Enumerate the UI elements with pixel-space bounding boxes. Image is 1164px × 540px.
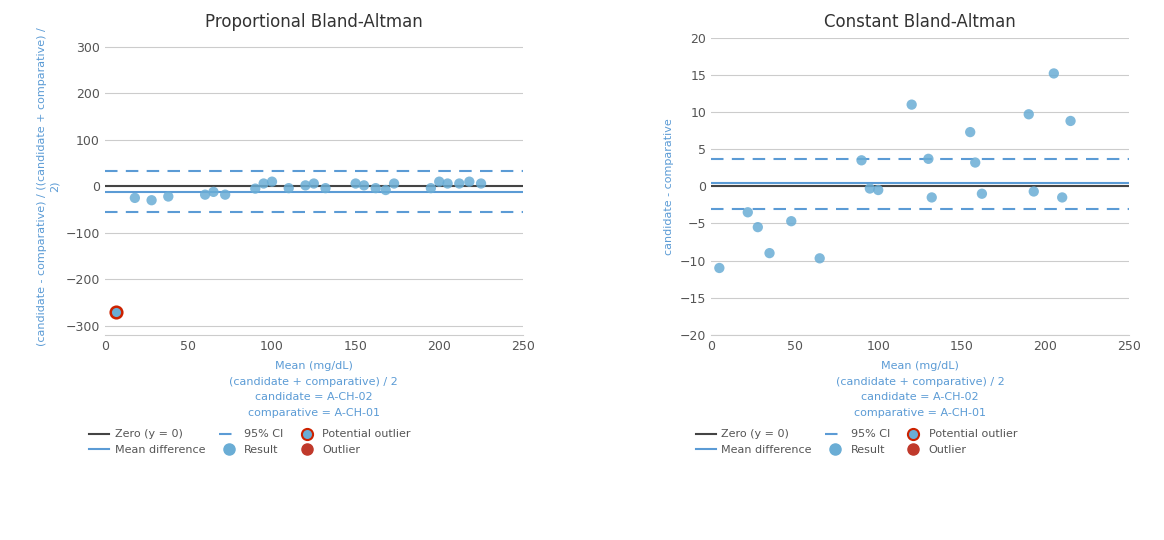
Point [1044, 69, 1063, 78]
Point [421, 184, 440, 192]
Point [450, 179, 469, 188]
Point [966, 158, 985, 167]
Point [1053, 193, 1072, 202]
Y-axis label: candidate - comparative: candidate - comparative [665, 118, 674, 255]
Point [1024, 187, 1043, 196]
Point [385, 179, 404, 188]
Point [810, 254, 829, 262]
Point [355, 181, 374, 190]
Title: Proportional Bland-Altman: Proportional Bland-Altman [205, 12, 423, 31]
Point [738, 208, 757, 217]
Point [920, 154, 938, 163]
Point [710, 264, 729, 272]
Point [126, 193, 144, 202]
Point [760, 249, 779, 258]
Legend: Zero (y = 0), Mean difference, 95% CI, Result, Potential outlier, Outlier: Zero (y = 0), Mean difference, 95% CI, R… [696, 429, 1017, 455]
Point [347, 179, 365, 188]
Point [961, 128, 980, 137]
Point [430, 177, 448, 186]
Point [305, 179, 324, 188]
X-axis label: Mean (mg/dL)
(candidate + comparative) / 2
candidate = A-CH-02
comparative = A-C: Mean (mg/dL) (candidate + comparative) /… [229, 361, 398, 418]
Point [196, 190, 214, 199]
Point [215, 190, 234, 199]
Point [471, 179, 490, 188]
Y-axis label: (candidate - comparative) / ((candidate + comparative) /
2): (candidate - comparative) / ((candidate … [37, 27, 61, 346]
Point [868, 186, 887, 194]
Point [254, 179, 272, 188]
Point [852, 156, 871, 165]
Title: Constant Bland-Altman: Constant Bland-Altman [824, 12, 1016, 31]
Point [973, 190, 992, 198]
Point [439, 179, 457, 188]
Point [263, 177, 282, 186]
Point [748, 223, 767, 232]
Point [376, 186, 395, 194]
Point [317, 184, 335, 192]
Legend: Zero (y = 0), Mean difference, 95% CI, Result, Potential outlier, Outlier: Zero (y = 0), Mean difference, 95% CI, R… [90, 429, 411, 455]
Point [204, 187, 222, 196]
Point [142, 196, 161, 205]
Point [279, 184, 298, 192]
Point [107, 307, 126, 316]
Point [460, 177, 478, 186]
X-axis label: Mean (mg/dL)
(candidate + comparative) / 2
candidate = A-CH-02
comparative = A-C: Mean (mg/dL) (candidate + comparative) /… [836, 361, 1005, 418]
Point [367, 184, 385, 192]
Point [1062, 117, 1080, 125]
Point [159, 192, 178, 201]
Point [296, 181, 314, 190]
Point [1020, 110, 1038, 119]
Point [246, 184, 264, 193]
Point [860, 184, 879, 193]
Point [782, 217, 801, 226]
Point [922, 193, 941, 202]
Point [902, 100, 921, 109]
